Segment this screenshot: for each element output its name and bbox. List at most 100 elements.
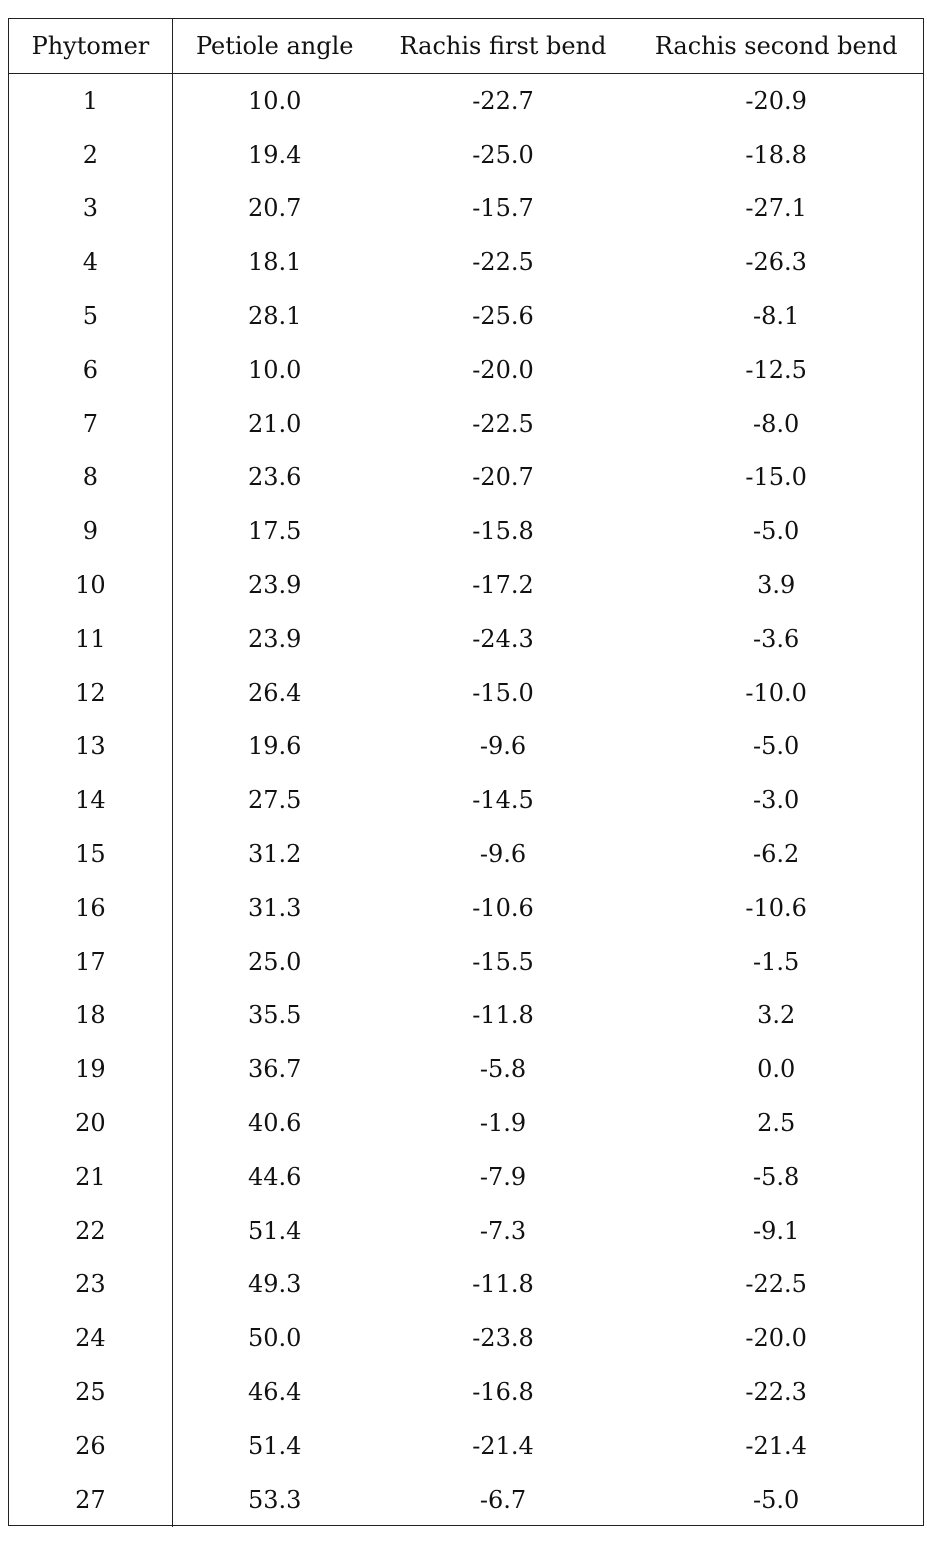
cell-rachis-second-bend: -6.2 bbox=[753, 840, 800, 869]
header-phytomer: Phytomer bbox=[9, 19, 173, 73]
cell-petiole-angle: 19.4 bbox=[248, 140, 302, 169]
cell-rachis-second-bend: -27.1 bbox=[745, 194, 807, 223]
cell-rachis-second-bend: -18.8 bbox=[745, 140, 807, 169]
cell-rachis-second-bend: 2.5 bbox=[757, 1109, 796, 1138]
cell-petiole-angle: 26.4 bbox=[248, 678, 302, 707]
cell-petiole-angle: 23.6 bbox=[248, 463, 302, 492]
cell-rachis-second-bend: -22.3 bbox=[745, 1378, 807, 1407]
table-row: 19 36.7 -5.8 0.0 bbox=[9, 1042, 923, 1097]
table-row: 27 53.3 -6.7 -5.0 bbox=[9, 1472, 923, 1527]
cell-rachis-second-bend: -20.0 bbox=[745, 1324, 807, 1353]
header-rachis-first-bend: Rachis first bend bbox=[399, 32, 607, 60]
table-row: 13 19.6 -9.6 -5.0 bbox=[9, 719, 923, 774]
cell-rachis-second-bend: -20.9 bbox=[745, 86, 807, 115]
cell-petiole-angle: 31.2 bbox=[248, 840, 302, 869]
cell-rachis-first-bend: -22.5 bbox=[472, 409, 534, 438]
cell-phytomer: 22 bbox=[9, 1203, 173, 1258]
cell-petiole-angle: 23.9 bbox=[248, 624, 302, 653]
cell-rachis-second-bend: -9.1 bbox=[753, 1216, 800, 1245]
cell-rachis-first-bend: -21.4 bbox=[472, 1431, 534, 1460]
cell-phytomer: 19 bbox=[9, 1042, 173, 1097]
cell-rachis-second-bend: -5.0 bbox=[753, 732, 800, 761]
table-row: 17 25.0 -15.5 -1.5 bbox=[9, 934, 923, 989]
table-row: 18 35.5 -11.8 3.2 bbox=[9, 988, 923, 1043]
cell-rachis-second-bend: -26.3 bbox=[745, 248, 807, 277]
table-row: 4 18.1 -22.5 -26.3 bbox=[9, 235, 923, 290]
cell-rachis-first-bend: -10.6 bbox=[472, 893, 534, 922]
cell-phytomer: 17 bbox=[9, 934, 173, 989]
cell-petiole-angle: 20.7 bbox=[248, 194, 302, 223]
cell-petiole-angle: 28.1 bbox=[248, 302, 302, 331]
table-row: 21 44.6 -7.9 -5.8 bbox=[9, 1149, 923, 1204]
table-row: 16 31.3 -10.6 -10.6 bbox=[9, 880, 923, 935]
cell-rachis-second-bend: -21.4 bbox=[745, 1431, 807, 1460]
cell-phytomer: 1 bbox=[9, 74, 173, 128]
table-row: 6 10.0 -20.0 -12.5 bbox=[9, 342, 923, 397]
table-row: 12 26.4 -15.0 -10.0 bbox=[9, 665, 923, 720]
cell-petiole-angle: 35.5 bbox=[248, 1001, 302, 1030]
cell-phytomer: 27 bbox=[9, 1472, 173, 1527]
cell-rachis-first-bend: -23.8 bbox=[472, 1324, 534, 1353]
cell-rachis-first-bend: -11.8 bbox=[472, 1001, 534, 1030]
cell-phytomer: 23 bbox=[9, 1257, 173, 1312]
cell-phytomer: 14 bbox=[9, 773, 173, 828]
cell-petiole-angle: 44.6 bbox=[248, 1162, 302, 1191]
cell-rachis-first-bend: -22.7 bbox=[472, 86, 534, 115]
cell-phytomer: 26 bbox=[9, 1418, 173, 1473]
cell-phytomer: 21 bbox=[9, 1149, 173, 1204]
table-row: 10 23.9 -17.2 3.9 bbox=[9, 558, 923, 612]
cell-rachis-first-bend: -7.9 bbox=[479, 1162, 527, 1191]
cell-phytomer: 3 bbox=[9, 181, 173, 236]
data-table: Phytomer Petiole angle Rachis first bend… bbox=[8, 18, 924, 1527]
cell-phytomer: 4 bbox=[9, 235, 173, 290]
cell-rachis-second-bend: 0.0 bbox=[757, 1055, 796, 1084]
cell-petiole-angle: 49.3 bbox=[248, 1270, 302, 1299]
table-row: 25 46.4 -16.8 -22.3 bbox=[9, 1365, 923, 1419]
cell-petiole-angle: 36.7 bbox=[248, 1055, 302, 1084]
cell-rachis-first-bend: -25.0 bbox=[472, 140, 534, 169]
cell-phytomer: 11 bbox=[9, 611, 173, 666]
table-row: 24 50.0 -23.8 -20.0 bbox=[9, 1311, 923, 1366]
cell-petiole-angle: 19.6 bbox=[248, 732, 302, 761]
cell-rachis-first-bend: -14.5 bbox=[472, 786, 534, 815]
cell-rachis-first-bend: -15.8 bbox=[472, 517, 534, 546]
table-row: 23 49.3 -11.8 -22.5 bbox=[9, 1257, 923, 1312]
cell-phytomer: 10 bbox=[9, 558, 173, 612]
table-row: 14 27.5 -14.5 -3.0 bbox=[9, 773, 923, 828]
cell-rachis-second-bend: -5.0 bbox=[753, 517, 800, 546]
cell-rachis-first-bend: -11.8 bbox=[472, 1270, 534, 1299]
cell-phytomer: 12 bbox=[9, 665, 173, 720]
cell-phytomer: 8 bbox=[9, 450, 173, 505]
cell-rachis-first-bend: -15.0 bbox=[472, 678, 534, 707]
table-row: 11 23.9 -24.3 -3.6 bbox=[9, 611, 923, 666]
table-body: 1 10.0 -22.7 -20.9 2 19.4 -25.0 -18.8 3 20.7 -15.7… bbox=[9, 74, 923, 1527]
cell-rachis-second-bend: -5.8 bbox=[753, 1162, 800, 1191]
cell-rachis-first-bend: -6.7 bbox=[479, 1485, 527, 1514]
cell-petiole-angle: 50.0 bbox=[248, 1324, 302, 1353]
cell-phytomer: 16 bbox=[9, 880, 173, 935]
cell-rachis-second-bend: 3.2 bbox=[757, 1001, 796, 1030]
cell-petiole-angle: 46.4 bbox=[248, 1378, 302, 1407]
table-row: 1 10.0 -22.7 -20.9 bbox=[9, 74, 923, 128]
cell-phytomer: 20 bbox=[9, 1096, 173, 1150]
cell-rachis-second-bend: -10.6 bbox=[745, 893, 807, 922]
cell-rachis-second-bend: -22.5 bbox=[745, 1270, 807, 1299]
table-row: 26 51.4 -21.4 -21.4 bbox=[9, 1418, 923, 1473]
table-row: 9 17.5 -15.8 -5.0 bbox=[9, 504, 923, 559]
cell-phytomer: 13 bbox=[9, 719, 173, 774]
cell-rachis-second-bend: -1.5 bbox=[753, 947, 800, 976]
cell-petiole-angle: 51.4 bbox=[248, 1431, 302, 1460]
cell-petiole-angle: 27.5 bbox=[248, 786, 302, 815]
cell-rachis-second-bend: -3.6 bbox=[753, 624, 800, 653]
cell-rachis-first-bend: -20.7 bbox=[472, 463, 534, 492]
cell-rachis-first-bend: -15.5 bbox=[472, 947, 534, 976]
cell-petiole-angle: 51.4 bbox=[248, 1216, 302, 1245]
table-row: 22 51.4 -7.3 -9.1 bbox=[9, 1203, 923, 1258]
cell-phytomer: 15 bbox=[9, 827, 173, 881]
cell-rachis-second-bend: -12.5 bbox=[745, 355, 807, 384]
cell-rachis-second-bend: -8.0 bbox=[753, 409, 800, 438]
cell-petiole-angle: 10.0 bbox=[248, 86, 302, 115]
cell-petiole-angle: 25.0 bbox=[248, 947, 302, 976]
cell-rachis-first-bend: -22.5 bbox=[472, 248, 534, 277]
table-row: 5 28.1 -25.6 -8.1 bbox=[9, 289, 923, 343]
